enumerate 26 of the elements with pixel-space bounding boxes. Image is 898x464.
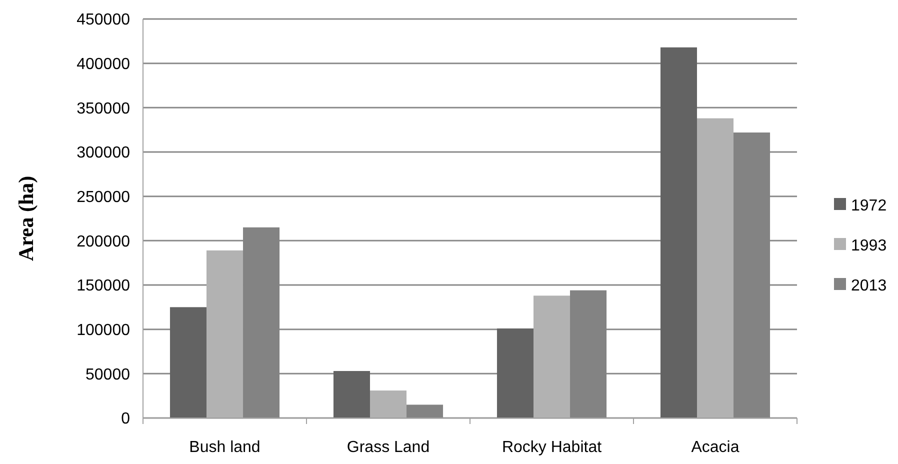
y-tick-label: 100000 [76,322,130,339]
bar [333,371,370,418]
x-tick-label: Rocky Habitat [502,439,602,456]
bar [370,390,407,418]
bar [660,47,697,418]
x-tick-label: Bush land [189,439,260,456]
y-tick-label: 400000 [76,56,130,73]
y-axis-title: Area (ha) [14,176,38,262]
bar [533,296,570,418]
y-tick-label: 200000 [76,233,130,250]
y-tick-label: 300000 [76,144,130,162]
y-tick-label: 50000 [86,366,130,384]
x-tick-label: Acacia [691,439,740,456]
x-tick-label: Grass Land [346,439,430,456]
y-tick-label: 350000 [76,100,130,118]
y-tick-label: 450000 [76,12,130,29]
bar [496,328,534,418]
bar [206,250,244,418]
legend-label: 1972 [851,198,887,215]
y-tick-label: 150000 [76,278,130,295]
legend-label: 1993 [851,238,887,255]
y-tick-label: 250000 [76,188,130,206]
legend-label: 2013 [851,278,887,295]
bar [696,118,734,418]
y-tick-label: 0 [121,410,130,428]
bar [170,307,206,418]
